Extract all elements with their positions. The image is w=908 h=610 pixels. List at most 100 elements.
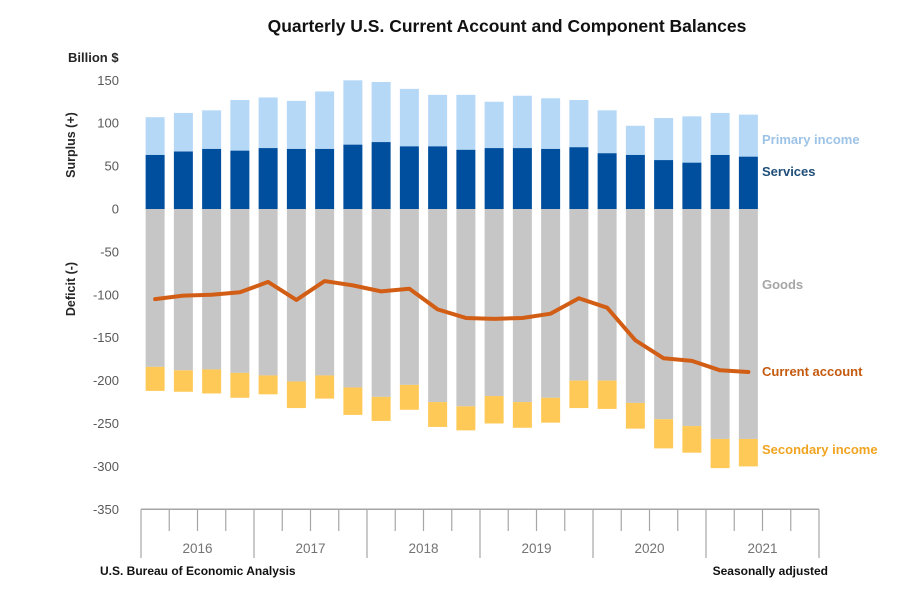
bar-primary-income-segment [371,82,391,143]
bar-primary-income-segment [569,100,589,148]
bar-secondary-income-segment [625,402,645,429]
bar-services-segment [738,156,758,209]
bar-goods-segment [456,209,476,407]
bar-services-segment [258,148,278,209]
y-tick-label: 150 [97,73,119,88]
bar-primary-income-segment [682,116,702,163]
bar-primary-income-segment [315,91,335,149]
bar-goods-segment [597,209,617,381]
bar-services-segment [456,149,476,209]
bar-secondary-income-segment [428,402,448,427]
bar-goods-segment [625,209,645,403]
bar-goods-segment [145,209,165,367]
bar-services-segment [597,153,617,209]
bar-primary-income-segment [399,88,419,147]
bar-secondary-income-segment [512,402,532,428]
bar-goods-segment [173,209,193,371]
y-tick-label: -250 [93,416,119,431]
bar-services-segment [343,144,363,209]
bar-secondary-income-segment [569,380,589,409]
bar-secondary-income-segment [315,375,335,399]
bar-primary-income-segment [343,80,363,145]
bar-goods-segment [654,209,674,420]
source-note: U.S. Bureau of Economic Analysis [100,564,296,578]
bar-services-segment [484,148,504,209]
bar-goods-segment [286,209,306,382]
y-tick-label: 0 [112,202,119,217]
bar-goods-segment [738,209,758,439]
bar-secondary-income-segment [597,380,617,409]
bar-services-segment [428,146,448,209]
legend-primary-income: Primary income [762,132,860,147]
legend-services: Services [762,164,816,179]
bar-goods-segment [258,209,278,376]
year-label: 2019 [521,541,551,556]
current-account-line [153,279,751,375]
y-tick-label: 50 [105,159,119,174]
bar-services-segment [399,146,419,209]
bar-services-segment [654,160,674,209]
bar-goods-segment [484,209,504,397]
bar-primary-income-segment [456,94,476,150]
y-axis-unit-label: Billion $ [68,50,119,65]
bar-secondary-income-segment [371,396,391,421]
bar-services-segment [145,154,165,209]
bar-secondary-income-segment [541,397,561,423]
bar-secondary-income-segment [202,369,222,394]
year-label: 2020 [634,541,664,556]
bar-primary-income-segment [230,100,250,151]
seasonal-adjustment-note: Seasonally adjusted [712,564,828,578]
bar-services-segment [569,147,589,209]
y-tick-label: 100 [97,116,119,131]
legend-current-account: Current account [762,364,863,379]
bar-services-segment [286,148,306,209]
bar-services-segment [682,162,702,209]
bar-primary-income-segment [597,110,617,154]
bar-secondary-income-segment [343,387,363,415]
bar-secondary-income-segment [710,438,730,469]
bar-primary-income-segment [738,114,758,157]
bar-services-segment [710,154,730,209]
y-tick-label: -100 [93,287,119,302]
bar-secondary-income-segment [738,438,758,467]
bar-goods-segment [315,209,335,376]
bar-goods-segment [512,209,532,403]
year-label: 2017 [295,541,325,556]
y-tick-label: -350 [93,502,119,517]
bar-primary-income-segment [710,112,730,155]
y-tick-label: -50 [100,244,119,259]
bar-secondary-income-segment [258,375,278,395]
bar-secondary-income-segment [484,396,504,424]
bar-services-segment [371,142,391,209]
y-tick-label: -150 [93,330,119,345]
bar-primary-income-segment [145,117,165,155]
year-label: 2016 [182,541,212,556]
bar-goods-segment [202,209,222,370]
bar-services-segment [541,148,561,209]
bar-goods-segment [682,209,702,427]
bar-services-segment [202,148,222,209]
bar-primary-income-segment [202,110,222,149]
bar-secondary-income-segment [399,384,419,410]
bar-primary-income-segment [512,95,532,149]
bar-primary-income-segment [541,98,561,149]
bar-goods-segment [371,209,391,397]
legend-secondary-income: Secondary income [762,442,878,457]
y-tick-label: -200 [93,373,119,388]
bar-primary-income-segment [625,125,645,155]
bar-primary-income-segment [654,118,674,161]
bar-primary-income-segment [286,100,306,149]
bar-services-segment [625,154,645,209]
bar-goods-segment [569,209,589,381]
bar-secondary-income-segment [173,370,193,392]
year-label: 2018 [408,541,438,556]
bar-goods-segment [343,209,363,388]
year-label: 2021 [747,541,777,556]
bar-services-segment [512,148,532,209]
bar-secondary-income-segment [286,381,306,409]
bar-secondary-income-segment [682,426,702,453]
bar-secondary-income-segment [654,419,674,449]
bar-primary-income-segment [484,101,504,149]
